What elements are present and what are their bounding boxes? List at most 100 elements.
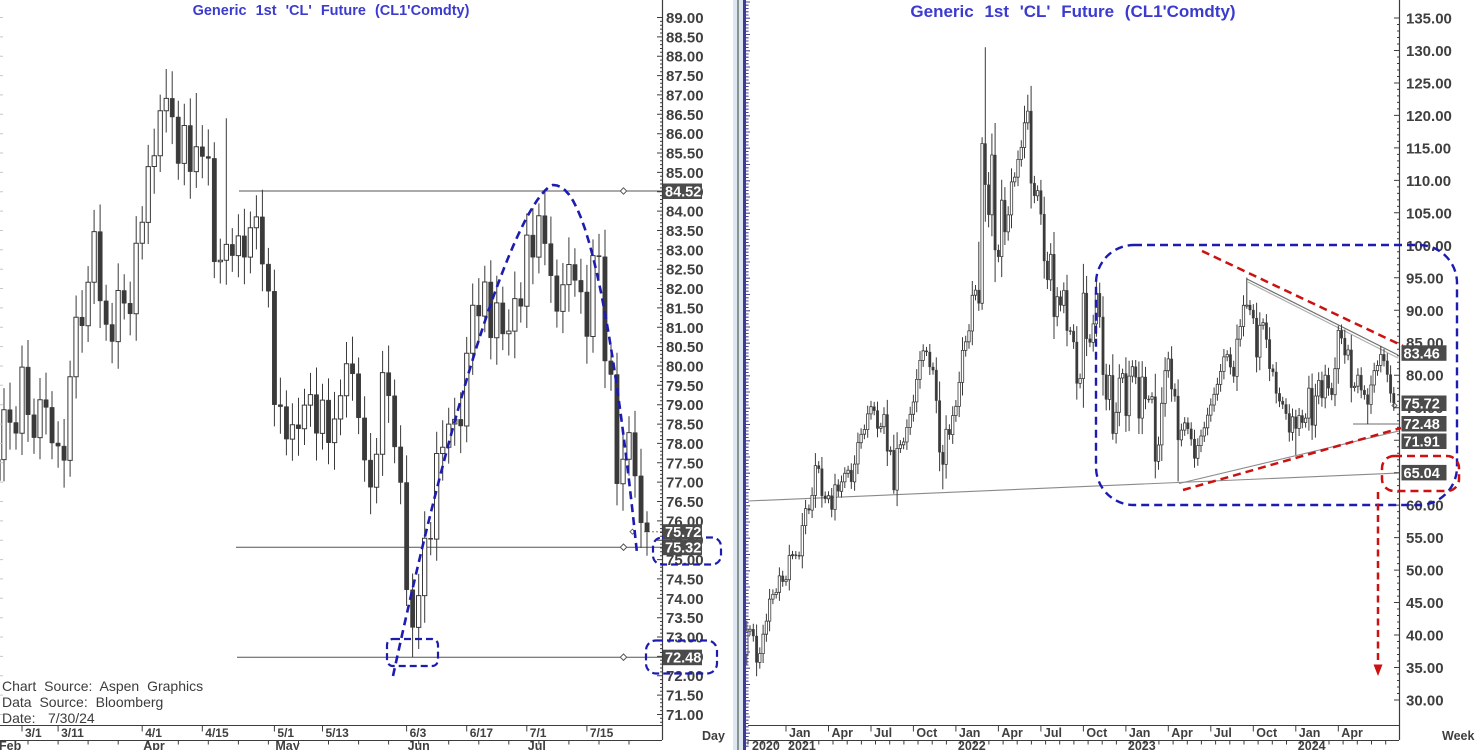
svg-text:90.00: 90.00: [1406, 303, 1444, 320]
svg-text:40.00: 40.00: [1406, 628, 1444, 645]
svg-text:130.00: 130.00: [1406, 43, 1452, 60]
svg-text:Jul: Jul: [1044, 726, 1062, 740]
svg-text:87.00: 87.00: [666, 87, 704, 104]
svg-text:81.50: 81.50: [666, 300, 704, 317]
svg-text:84.52: 84.52: [665, 185, 701, 201]
svg-text:88.00: 88.00: [666, 49, 704, 66]
svg-text:Week: Week: [1442, 729, 1474, 743]
svg-text:73.50: 73.50: [666, 610, 704, 627]
svg-text:80.00: 80.00: [1406, 368, 1444, 385]
svg-text:4/1: 4/1: [145, 726, 162, 740]
svg-text:3/1: 3/1: [25, 726, 42, 740]
svg-text:Jan: Jan: [1299, 726, 1321, 740]
svg-text:3/11: 3/11: [61, 726, 84, 740]
svg-text:71.00: 71.00: [666, 707, 704, 724]
svg-text:72.48: 72.48: [1404, 417, 1440, 433]
svg-text:110.00: 110.00: [1406, 173, 1451, 190]
svg-text:76.50: 76.50: [666, 494, 704, 511]
svg-text:Apr: Apr: [1001, 726, 1023, 740]
svg-text:35.00: 35.00: [1406, 660, 1444, 677]
svg-text:Jan: Jan: [1129, 726, 1151, 740]
svg-text:77.00: 77.00: [666, 475, 704, 492]
svg-text:6/17: 6/17: [470, 726, 494, 740]
svg-text:87.50: 87.50: [666, 68, 704, 85]
svg-text:79.50: 79.50: [666, 378, 704, 395]
svg-text:77.50: 77.50: [666, 455, 704, 472]
svg-text:71.50: 71.50: [666, 688, 704, 705]
svg-text:80.50: 80.50: [666, 339, 704, 356]
svg-text:72.00: 72.00: [666, 668, 704, 685]
svg-text:84.00: 84.00: [666, 204, 704, 221]
svg-text:73.00: 73.00: [666, 630, 704, 647]
svg-text:72.48: 72.48: [665, 651, 701, 667]
svg-text:Chart Source: Aspen Graphics: Chart Source: Aspen Graphics: [2, 678, 203, 694]
svg-text:75.72: 75.72: [1404, 397, 1440, 413]
svg-text:115.00: 115.00: [1406, 140, 1451, 157]
svg-text:125.00: 125.00: [1406, 76, 1452, 93]
svg-text:88.50: 88.50: [666, 29, 704, 46]
svg-text:81.00: 81.00: [666, 320, 704, 337]
svg-text:89.00: 89.00: [666, 10, 704, 27]
svg-text:79.00: 79.00: [666, 397, 704, 414]
svg-text:Oct: Oct: [1256, 726, 1278, 740]
svg-text:86.00: 86.00: [666, 126, 704, 143]
svg-text:7/30/24: 7/30/24: [48, 710, 95, 726]
svg-text:65.04: 65.04: [1404, 466, 1440, 482]
svg-text:2023: 2023: [1128, 739, 1156, 750]
svg-text:Apr: Apr: [143, 739, 165, 750]
svg-text:78.00: 78.00: [666, 436, 704, 453]
svg-text:82.00: 82.00: [666, 281, 704, 298]
svg-text:7/1: 7/1: [530, 726, 547, 740]
svg-text:85.00: 85.00: [666, 165, 704, 182]
svg-text:Generic 1st 'CL' Future (CL1'C: Generic 1st 'CL' Future (CL1'Comdty): [910, 2, 1235, 21]
svg-text:50.00: 50.00: [1406, 563, 1444, 580]
svg-text:4/15: 4/15: [205, 726, 229, 740]
svg-text:Jan: Jan: [959, 726, 981, 740]
svg-text:80.00: 80.00: [666, 359, 704, 376]
svg-text:83.46: 83.46: [1404, 346, 1440, 362]
svg-text:5/1: 5/1: [277, 726, 294, 740]
svg-text:135.00: 135.00: [1406, 11, 1452, 28]
svg-text:Date:: Date:: [2, 710, 35, 726]
svg-text:Day: Day: [702, 729, 725, 743]
svg-text:105.00: 105.00: [1406, 205, 1452, 222]
svg-text:86.50: 86.50: [666, 107, 704, 124]
svg-text:2022: 2022: [958, 739, 986, 750]
svg-text:Jul: Jul: [1214, 726, 1232, 740]
svg-text:Jul: Jul: [528, 739, 546, 750]
svg-text:2021: 2021: [788, 739, 816, 750]
svg-text:120.00: 120.00: [1406, 108, 1452, 125]
svg-text:Oct: Oct: [916, 726, 938, 740]
svg-text:2020: 2020: [752, 739, 780, 750]
svg-text:Feb: Feb: [0, 739, 22, 750]
svg-text:74.50: 74.50: [666, 571, 704, 588]
svg-text:30.00: 30.00: [1406, 693, 1444, 710]
svg-text:Apr: Apr: [1171, 726, 1193, 740]
svg-text:May: May: [275, 739, 299, 750]
svg-text:Jan: Jan: [789, 726, 811, 740]
svg-text:83.50: 83.50: [666, 223, 704, 240]
svg-text:83.00: 83.00: [666, 242, 704, 259]
svg-text:Oct: Oct: [1086, 726, 1108, 740]
svg-text:6/3: 6/3: [410, 726, 427, 740]
svg-text:Apr: Apr: [1341, 726, 1363, 740]
svg-text:100.00: 100.00: [1406, 238, 1452, 255]
svg-text:Jul: Jul: [874, 726, 892, 740]
svg-text:85.50: 85.50: [666, 146, 704, 163]
svg-text:95.00: 95.00: [1406, 270, 1444, 287]
svg-text:71.91: 71.91: [1404, 435, 1440, 451]
svg-text:60.00: 60.00: [1406, 498, 1444, 515]
svg-text:5/13: 5/13: [326, 726, 350, 740]
svg-text:2024: 2024: [1298, 739, 1326, 750]
svg-text:45.00: 45.00: [1406, 595, 1444, 612]
svg-text:78.50: 78.50: [666, 417, 704, 434]
svg-text:7/15: 7/15: [590, 726, 614, 740]
svg-text:Data Source: Bloomberg: Data Source: Bloomberg: [2, 694, 163, 710]
svg-text:82.50: 82.50: [666, 262, 704, 279]
svg-text:75.72: 75.72: [665, 525, 701, 541]
svg-text:55.00: 55.00: [1406, 530, 1444, 547]
svg-text:Apr: Apr: [832, 726, 854, 740]
svg-text:74.00: 74.00: [666, 591, 704, 608]
svg-text:Generic 1st 'CL' Future (CL1'C: Generic 1st 'CL' Future (CL1'Comdty): [193, 3, 470, 19]
svg-text:75.32: 75.32: [665, 541, 701, 557]
